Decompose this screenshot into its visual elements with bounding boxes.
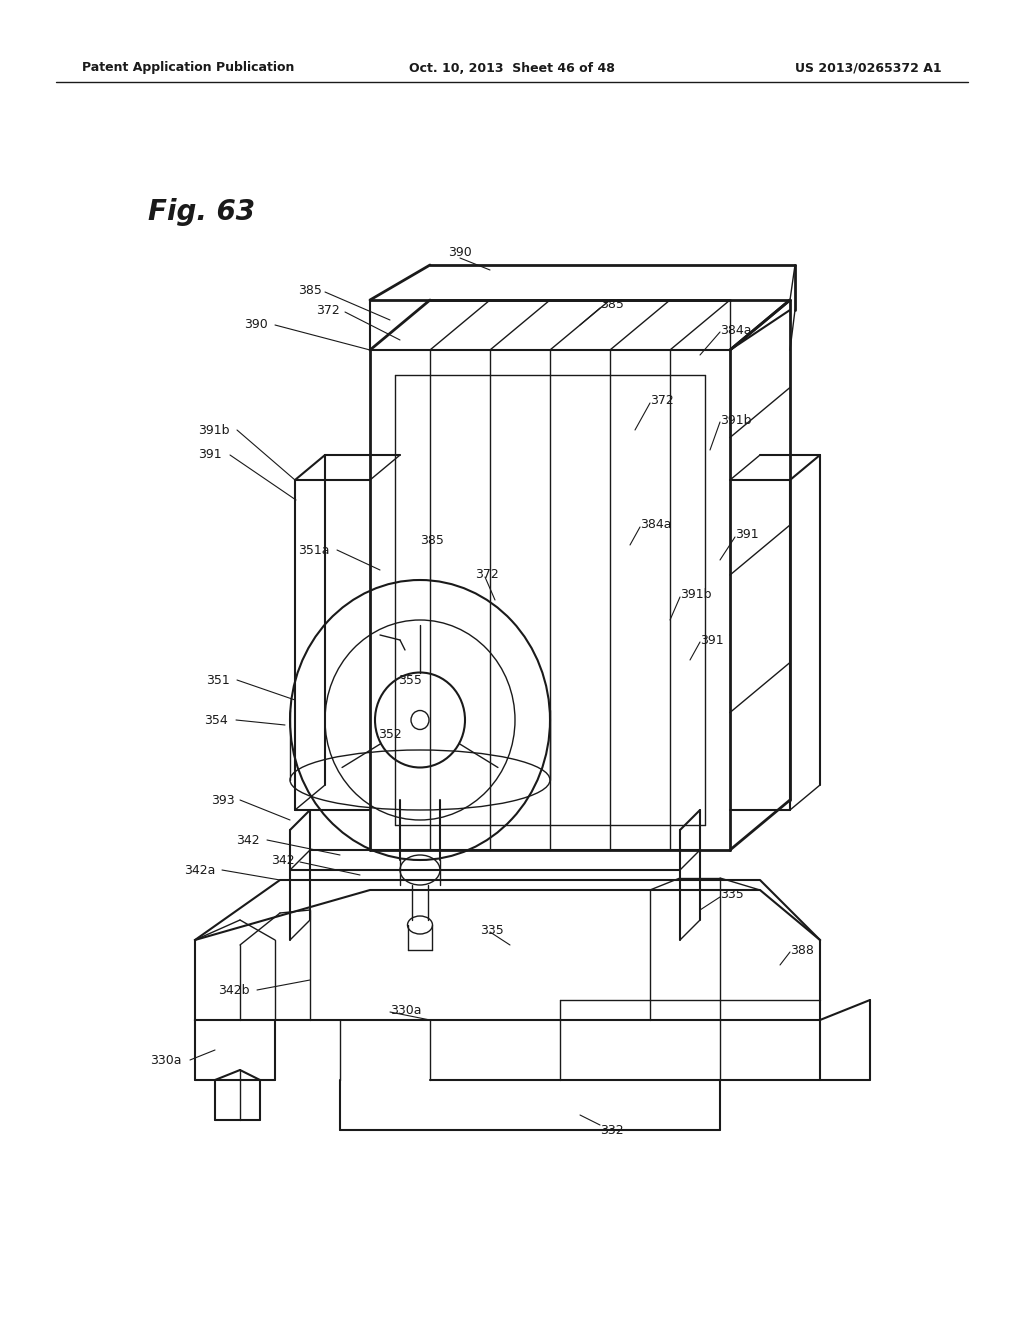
Text: 372: 372: [650, 393, 674, 407]
Text: 385: 385: [600, 298, 624, 312]
Text: 335: 335: [720, 888, 743, 902]
Text: 385: 385: [298, 284, 322, 297]
Text: 391b: 391b: [199, 424, 230, 437]
Text: 372: 372: [475, 569, 499, 582]
Text: 390: 390: [245, 318, 268, 331]
Text: 388: 388: [790, 944, 814, 957]
Text: 332: 332: [600, 1123, 624, 1137]
Text: 384a: 384a: [720, 323, 752, 337]
Text: 342a: 342a: [183, 863, 215, 876]
Text: 354: 354: [204, 714, 228, 726]
Text: 355: 355: [398, 673, 422, 686]
Text: Oct. 10, 2013  Sheet 46 of 48: Oct. 10, 2013 Sheet 46 of 48: [409, 62, 615, 74]
Text: 372: 372: [316, 304, 340, 317]
Text: 391b: 391b: [680, 589, 712, 602]
Text: 391: 391: [700, 634, 724, 647]
Text: 351: 351: [206, 673, 230, 686]
Text: Patent Application Publication: Patent Application Publication: [82, 62, 294, 74]
Text: 391: 391: [199, 449, 222, 462]
Text: 385: 385: [420, 533, 443, 546]
Text: 342: 342: [271, 854, 295, 866]
Text: Fig. 63: Fig. 63: [148, 198, 255, 226]
Ellipse shape: [411, 710, 429, 730]
Text: 391b: 391b: [720, 413, 752, 426]
Text: US 2013/0265372 A1: US 2013/0265372 A1: [796, 62, 942, 74]
Text: 352: 352: [378, 729, 401, 742]
Text: 391: 391: [735, 528, 759, 541]
Text: 393: 393: [211, 793, 234, 807]
Text: 335: 335: [480, 924, 504, 936]
Text: 342: 342: [237, 833, 260, 846]
Text: 330a: 330a: [390, 1003, 422, 1016]
Text: 330a: 330a: [151, 1053, 182, 1067]
Text: 351a: 351a: [299, 544, 330, 557]
Text: 384a: 384a: [640, 519, 672, 532]
Text: 390: 390: [449, 246, 472, 259]
Text: 342b: 342b: [218, 983, 250, 997]
